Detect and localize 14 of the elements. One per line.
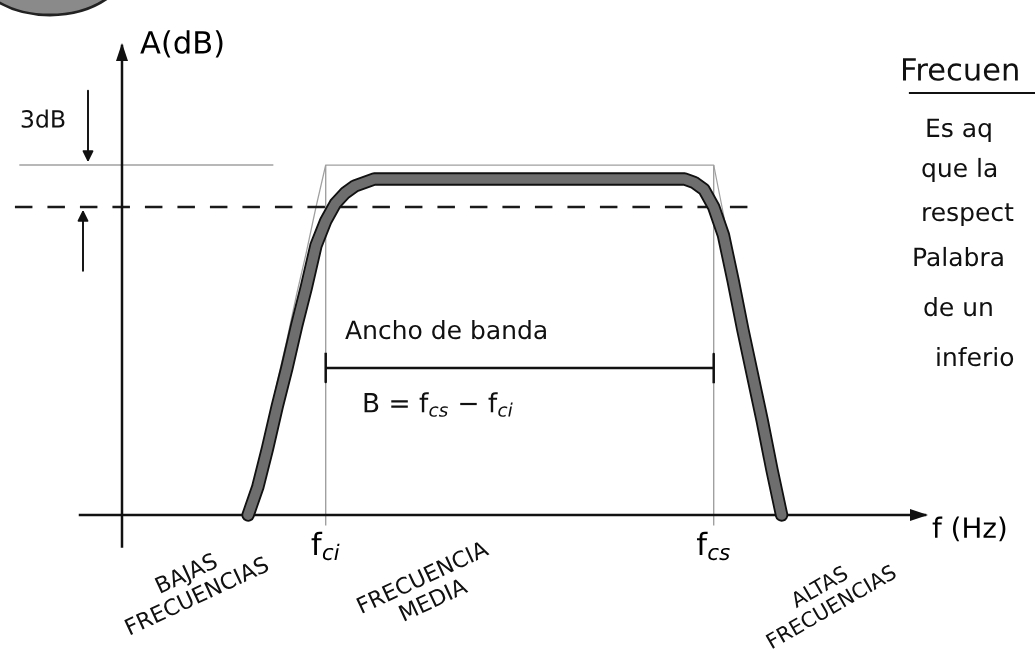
text: Frecuen <box>903 58 1018 81</box>
text: 3dB <box>21 109 65 128</box>
x-tick-label: f$_{cs}$ <box>696 531 730 561</box>
annotation: Palabra <box>914 246 1003 267</box>
annotation: B = f$_{cs}$ − f$_{ci}$ <box>364 392 513 417</box>
text: inferio <box>937 346 1014 367</box>
annotation: que la <box>922 157 997 183</box>
annotation: respect <box>923 203 1014 227</box>
annotation: Ancho de banda <box>345 319 546 340</box>
y-axis-title: A(dB) <box>140 30 223 58</box>
annotation: de un <box>924 296 992 317</box>
x-axis-title: f (Hz) <box>932 516 1006 542</box>
x-tick-label: f$_{ci}$ <box>311 531 340 561</box>
text: Es aq <box>927 118 991 143</box>
